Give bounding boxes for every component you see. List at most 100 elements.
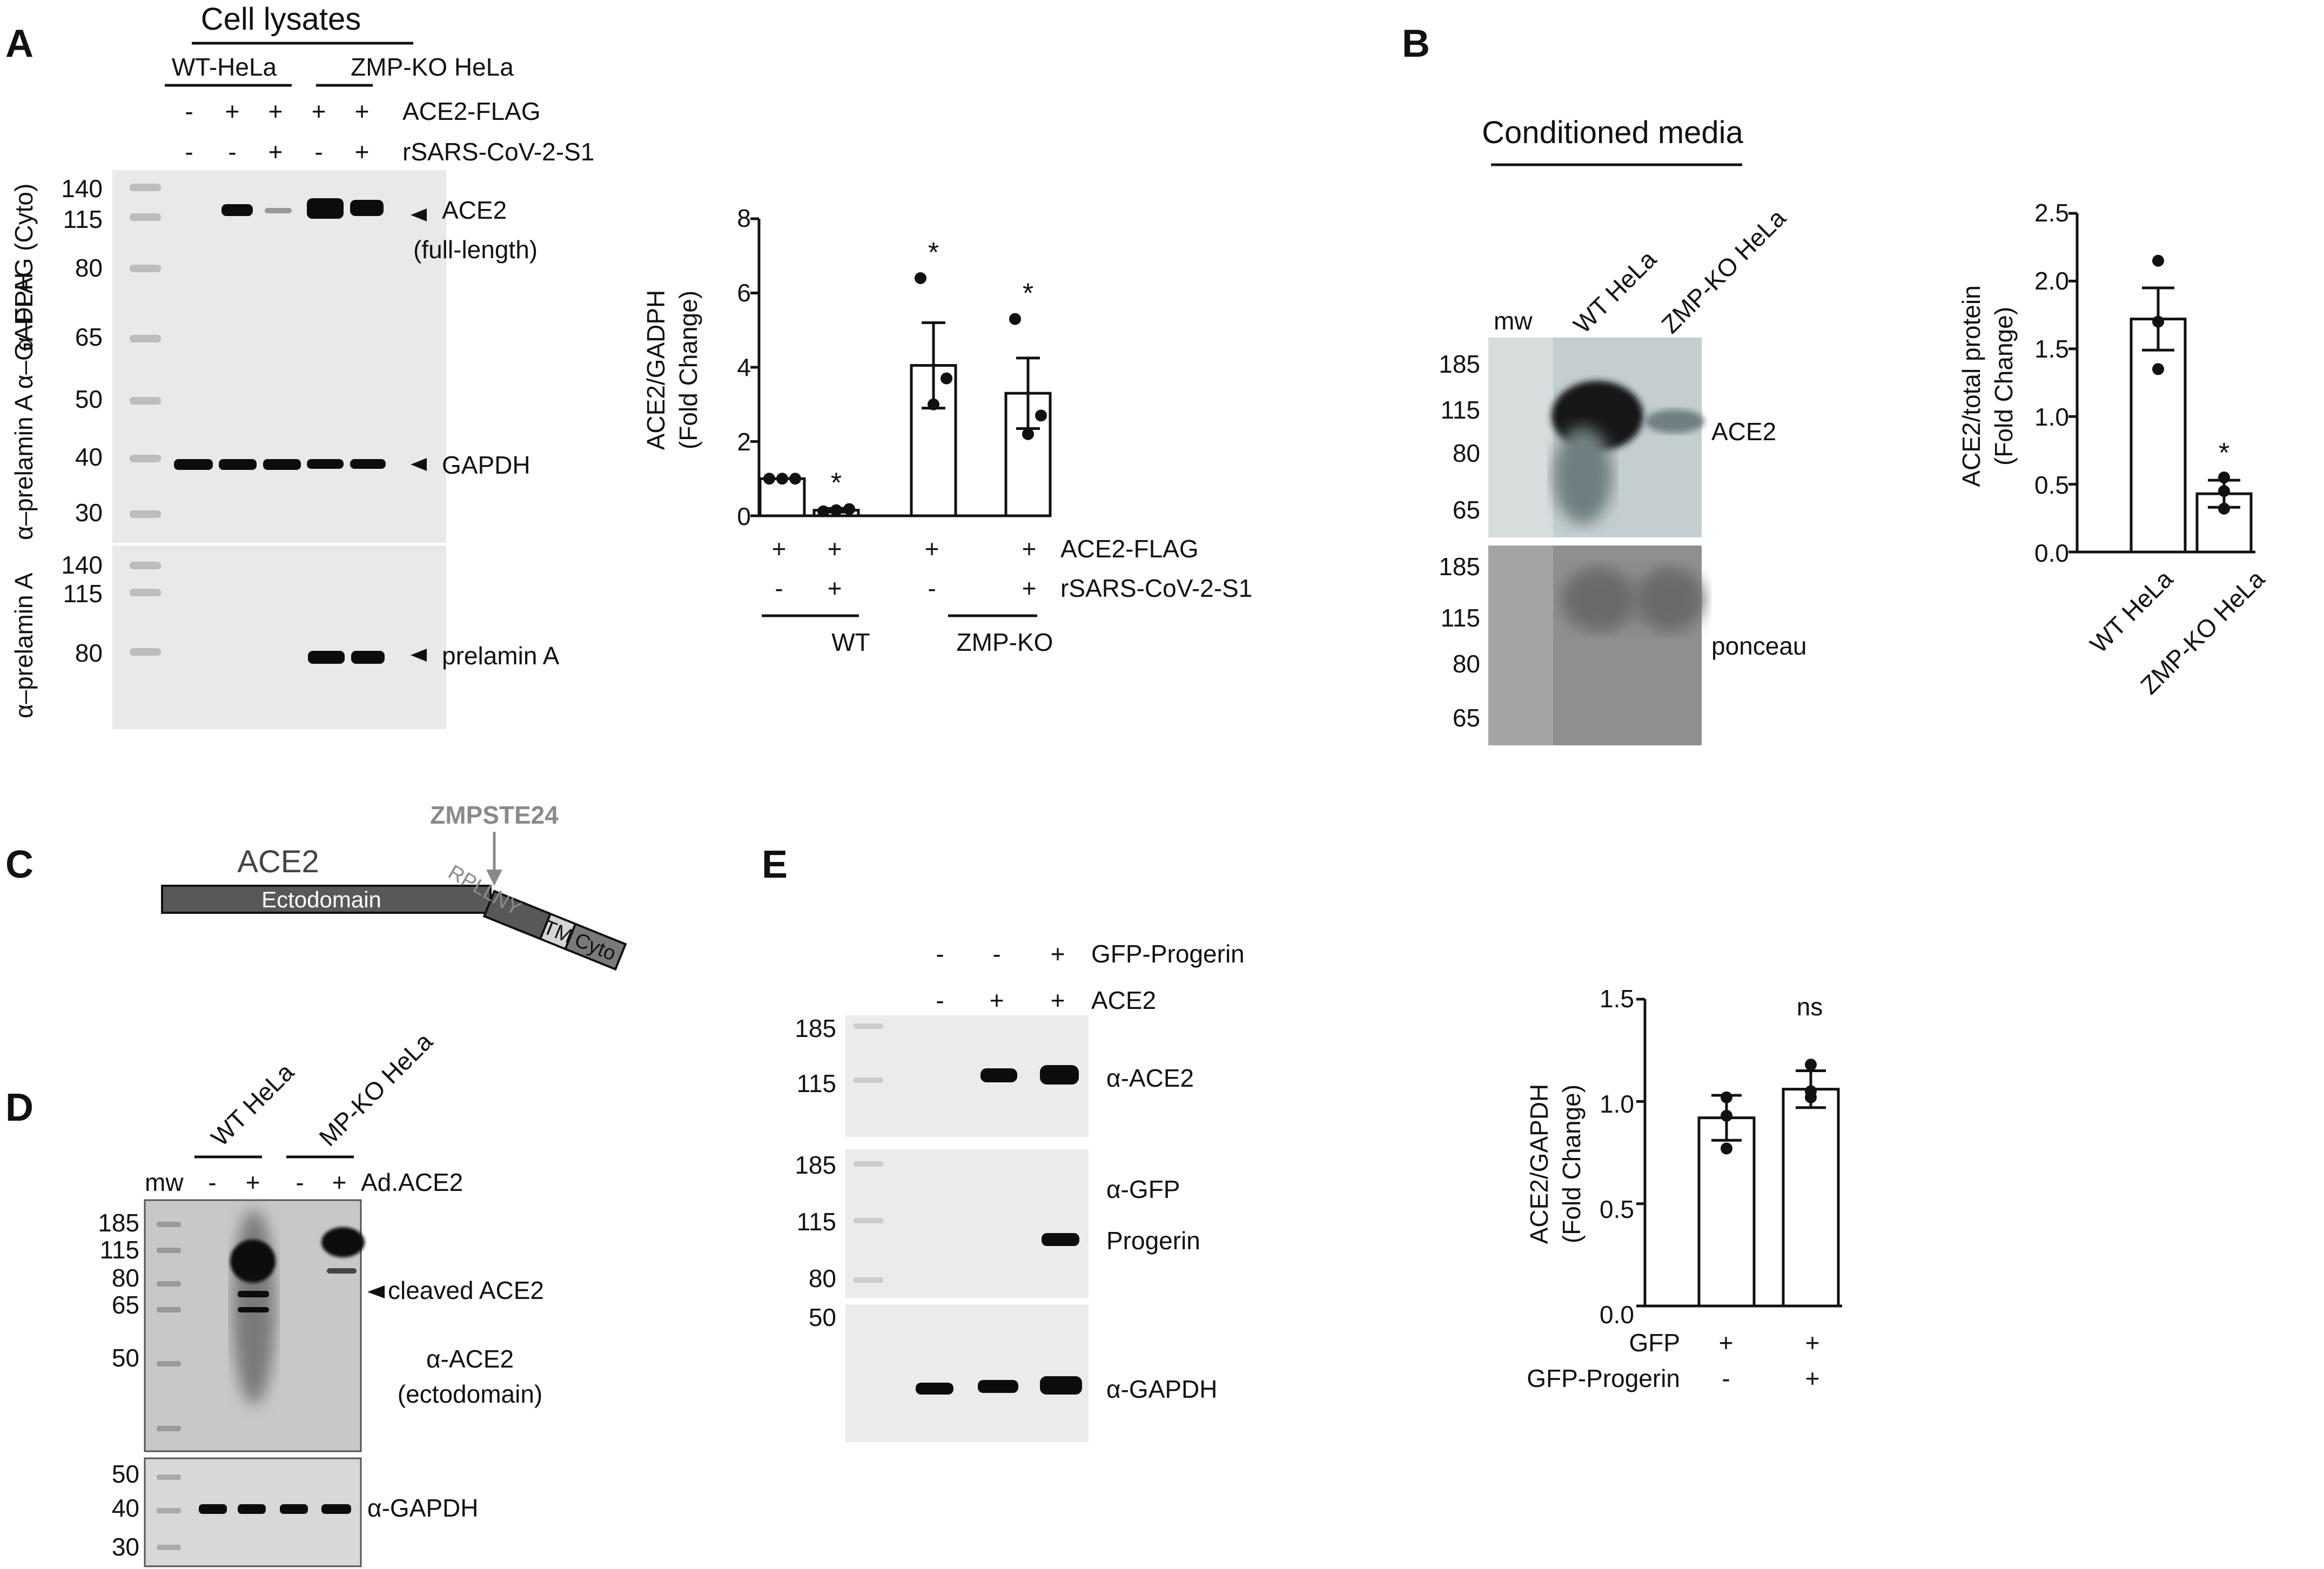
- sign: -: [314, 138, 323, 166]
- mw-marker: 65: [1453, 704, 1480, 732]
- y-axis-label-unit: (Fold Change): [1990, 307, 2018, 466]
- panel-label-c: C: [5, 843, 33, 886]
- mw-marker: 80: [1453, 650, 1480, 678]
- sign: +: [1051, 940, 1065, 968]
- blot-a-top-ladder: [130, 184, 161, 518]
- mw-marker: 140: [61, 174, 103, 203]
- panel-b-lane-1: WT HeLa: [1568, 245, 1662, 339]
- blot-b-ace2-ladder-lane: [1488, 338, 1553, 537]
- data-point: [2152, 254, 2164, 267]
- data-point: [1721, 1109, 1732, 1122]
- y-tick-label: 1.5: [1600, 985, 1634, 1013]
- arrow-ace2: [411, 208, 427, 221]
- mw-marker: 185: [795, 1014, 836, 1042]
- blot-b-smear-wt: [1553, 427, 1613, 524]
- sign: -: [295, 1168, 304, 1196]
- y-tick-label: 1.0: [1600, 1090, 1634, 1118]
- y-tick-label: 0.0: [1600, 1301, 1634, 1329]
- y-tick-label: 2: [737, 428, 751, 456]
- blot-b-ponceau-ladder-lane: [1488, 546, 1553, 745]
- blot-d-top-mw: 185 115 80 65 50: [98, 1209, 139, 1372]
- blot-e-gapdh: [845, 1304, 1089, 1442]
- band-label-ace2: ACE2: [1711, 417, 1776, 446]
- data-point: [1035, 409, 1047, 422]
- data-point: [2218, 472, 2230, 484]
- y-tick-label: 4: [737, 353, 751, 381]
- blot-a-ace2-bands: [221, 198, 384, 219]
- panel-b: B Conditioned media mw WT HeLa ZMP-KO He…: [1402, 22, 1807, 745]
- significance-ns: ns: [1797, 993, 1823, 1021]
- blot-d-gapdh-ladder: [157, 1474, 181, 1550]
- significance-star: *: [1023, 278, 1033, 309]
- panel-b-header: Conditioned media: [1482, 115, 1743, 150]
- sign: +: [1051, 986, 1065, 1014]
- blot-d-band-wt: [230, 1240, 276, 1283]
- panel-a-header: Cell lysates: [201, 2, 361, 37]
- data-point: [776, 473, 788, 485]
- y-tick-label: 1.5: [2034, 335, 2069, 363]
- row-label: ACE2-FLAG: [1060, 535, 1199, 563]
- y-axis-label: ACE2/total protein: [1957, 285, 1985, 487]
- blot-e-ace2-ladder: [854, 1023, 883, 1083]
- band-label-full-length: (full-length): [413, 235, 538, 264]
- blot-e-gapdh-bands: [916, 1376, 1082, 1395]
- sign: +: [355, 138, 370, 166]
- group-label-ko: ZMP-KO: [957, 628, 1053, 656]
- data-point: [2218, 502, 2230, 515]
- panel-label-b: B: [1402, 22, 1430, 65]
- y-axis-label-unit: (Fold Change): [1557, 1085, 1586, 1243]
- data-point: [941, 372, 952, 385]
- y-axis-label-unit: (Fold Change): [674, 291, 702, 449]
- mw-marker: 80: [75, 254, 103, 282]
- panel-b-lane-2: ZMP-KO HeLa: [1656, 204, 1791, 339]
- y-tick-label: 1.0: [2034, 403, 2069, 431]
- sign: +: [225, 97, 240, 125]
- panel-a-group-wt: WT-HeLa: [172, 53, 277, 81]
- row-label: GFP-Progerin: [1091, 940, 1245, 968]
- panel-d-lane-2: MP-KO HeLa: [313, 1027, 438, 1152]
- sign: +: [1022, 535, 1037, 563]
- sign: -: [1722, 1364, 1730, 1392]
- row-label: rSARS-CoV-2-S1: [1060, 574, 1252, 602]
- blot-a-bottom-ladder: [130, 562, 161, 656]
- blot-a-bottom-mw: 140 115 80: [61, 551, 103, 667]
- sign: +: [268, 97, 283, 125]
- cyto-box: [563, 922, 627, 971]
- blot-b-bottom-mw: 185 115 80 65: [1439, 553, 1480, 732]
- data-point: [789, 473, 801, 485]
- blot-a-bottom: [112, 546, 446, 729]
- ab-label-ace2: α-ACE2: [426, 1345, 514, 1373]
- mw-marker: 185: [795, 1151, 836, 1179]
- mw-marker: 115: [797, 1069, 836, 1097]
- mw-marker: 185: [1439, 553, 1480, 581]
- blot-d-bottom-mw: 50 40 30: [112, 1460, 139, 1561]
- row-label: GFP: [1629, 1329, 1680, 1357]
- arrow-cleaved: [367, 1285, 385, 1298]
- row-label: ACE2: [1091, 986, 1156, 1014]
- data-point: [817, 505, 829, 517]
- mw-marker: 50: [809, 1303, 836, 1331]
- data-point: [843, 503, 855, 515]
- sign: +: [772, 535, 787, 563]
- blot-b-ponceau-smear-2: [1634, 567, 1704, 632]
- data-point: [1805, 1059, 1817, 1071]
- panel-e-chart: ACE2/GAPDH (Fold Change) 1.5 1.0 0.5 0.0…: [1525, 985, 1842, 1392]
- blot-a-top: [112, 170, 446, 543]
- blot-d-gapdh-bands: [199, 1504, 351, 1514]
- panel-a-left-label-1: α–FLAG (Cyto): [10, 184, 38, 351]
- blot-e-ace2-band-1: [980, 1068, 1017, 1082]
- mw-marker: 50: [112, 1344, 139, 1372]
- mw-marker: 30: [112, 1533, 139, 1561]
- mw-marker: 185: [98, 1209, 139, 1237]
- panel-d: D WT HeLa MP-KO HeLa mw - + - + Ad.ACE2 …: [5, 1027, 544, 1567]
- sign: -: [928, 574, 936, 602]
- sign: +: [246, 1168, 260, 1196]
- data-point: [763, 473, 775, 485]
- sign: +: [1022, 574, 1037, 602]
- panel-e: E - - + GFP-Progerin - + + ACE2 185 115 …: [762, 843, 1245, 1442]
- sign: +: [828, 574, 842, 602]
- mw-marker: 40: [112, 1494, 139, 1522]
- mw-marker: 40: [75, 443, 103, 471]
- sign: +: [925, 535, 939, 563]
- data-point: [830, 504, 842, 516]
